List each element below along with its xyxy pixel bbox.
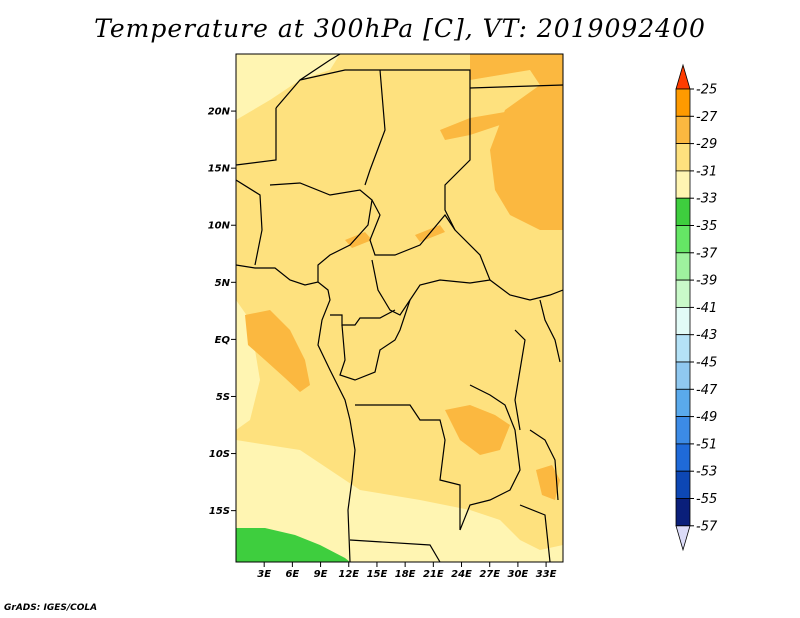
- colorbar-swatch: [675, 498, 691, 527]
- field-band-31-29-katanga: [445, 405, 510, 455]
- field-band-37-35: [236, 528, 350, 562]
- colorbar-label: -35: [696, 219, 717, 234]
- field-band-31-29-northeast: [470, 54, 563, 230]
- lat-tick-label: 5N: [215, 278, 231, 289]
- lat-tick-label: 15S: [209, 506, 230, 517]
- colorbar-swatch: [675, 443, 691, 472]
- colorbar-label: -27: [696, 110, 718, 125]
- field-band-31-29-patch-1: [440, 112, 505, 140]
- lon-tick-label: 9E: [314, 569, 328, 580]
- lat-tick-label: 10N: [208, 221, 231, 232]
- colorbar-swatch: [675, 143, 691, 172]
- colorbar-top-arrow: [675, 63, 691, 90]
- colorbar-swatch: [675, 252, 691, 281]
- colorbar-swatch: [675, 361, 691, 390]
- colorbar-label: -55: [696, 492, 717, 507]
- colorbar-swatch: [675, 88, 691, 117]
- latitude-axis: 20N 15N 10N 5N EQ 5S 10S 15S: [208, 107, 236, 517]
- colorbar-swatch: [675, 306, 691, 336]
- colorbar-label: -49: [696, 410, 717, 425]
- lon-tick-label: 24E: [451, 569, 472, 580]
- lon-tick-label: 3E: [257, 569, 271, 580]
- lat-tick-label: EQ: [215, 335, 231, 346]
- lat-tick-label: 20N: [208, 107, 231, 118]
- lon-tick-label: 33E: [536, 569, 557, 580]
- field-band-31-29-patch-4: [536, 465, 560, 500]
- colorbar-swatch: [675, 334, 691, 363]
- lon-tick-label: 15E: [367, 569, 388, 580]
- colorbar-bottom-arrow: [675, 525, 691, 552]
- colorbar-label: -53: [696, 465, 717, 480]
- lon-tick-label: 12E: [338, 569, 359, 580]
- colorbar-label: -33: [696, 192, 717, 207]
- map-border: [235, 53, 564, 563]
- colorbar-label: -57: [696, 519, 718, 534]
- lon-tick-label: 21E: [423, 569, 444, 580]
- colorbar-label: -45: [696, 356, 717, 371]
- colorbar-swatch: [675, 170, 691, 199]
- colorbar-label: -29: [696, 137, 717, 152]
- lon-tick-label: 27E: [479, 569, 500, 580]
- colorbar-label: -31: [696, 164, 717, 179]
- colorbar-swatch: [675, 197, 691, 226]
- lon-tick-label: 6E: [285, 569, 299, 580]
- colorbar-swatch: [675, 388, 691, 417]
- colorbar-label: -51: [696, 437, 717, 452]
- page-title: Temperature at 300hPa [C], VT: 201909240…: [94, 14, 706, 43]
- field-band-31-29-patch-2: [345, 232, 372, 248]
- colorbar-label: -25: [696, 83, 717, 98]
- colorbar-label: -47: [696, 383, 718, 398]
- colorbar-label: -43: [696, 328, 717, 343]
- colorbar: -25 -27 -29 -31 -33 -35 -37 -39 -41 -43 -45 -47 -49 -…: [675, 63, 718, 552]
- lon-tick-label: 18E: [395, 569, 416, 580]
- field-band-35-33-west: [236, 300, 260, 430]
- footer-credit: GrADS: IGES/COLA: [4, 603, 98, 613]
- colorbar-label: -41: [696, 301, 717, 316]
- lon-tick-label: 30E: [508, 569, 529, 580]
- colorbar-swatch: [675, 470, 691, 499]
- colorbar-swatch: [675, 225, 691, 254]
- field-band-31-29-gabon: [245, 310, 310, 392]
- lat-tick-label: 10S: [209, 449, 230, 460]
- lat-tick-label: 5S: [216, 392, 230, 403]
- temperature-field: [236, 54, 563, 562]
- colorbar-label: -37: [696, 246, 718, 261]
- longitude-axis: 3E 6E 9E 12E 15E 18E 21E 24E 27E 30E 33E: [257, 562, 557, 580]
- colorbar-swatch: [675, 416, 691, 445]
- colorbar-swatch: [675, 115, 691, 145]
- lat-tick-label: 15N: [208, 164, 231, 175]
- country-borders: [236, 54, 563, 562]
- field-band-35-33-south: [236, 440, 563, 562]
- colorbar-swatch: [675, 279, 691, 308]
- colorbar-label: -39: [696, 274, 717, 289]
